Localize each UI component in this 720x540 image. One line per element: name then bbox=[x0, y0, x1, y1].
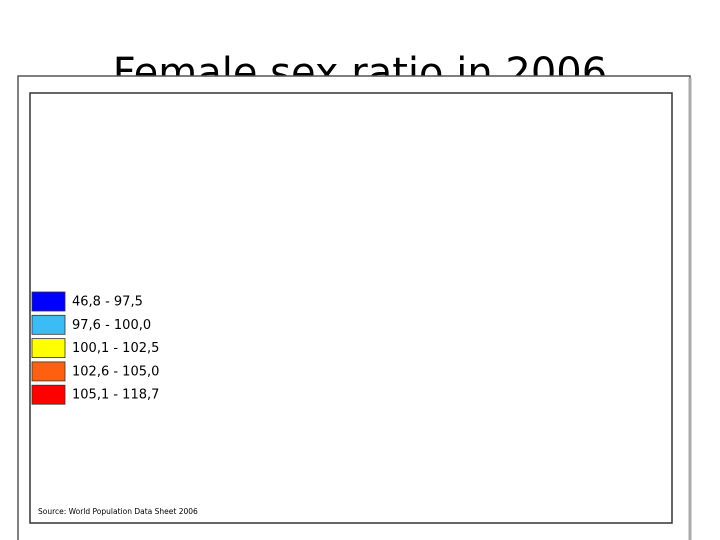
legend-swatch bbox=[31, 291, 66, 312]
legend-swatch bbox=[31, 338, 66, 359]
legend-label: 102,6 - 105,0 bbox=[72, 364, 159, 379]
legend-label: 97,6 - 100,0 bbox=[72, 318, 151, 333]
source-note: Source: World Population Data Sheet 2006 bbox=[38, 507, 198, 516]
legend-label: 100,1 - 102,5 bbox=[72, 341, 159, 356]
legend-swatch bbox=[31, 361, 66, 382]
legend-swatch bbox=[31, 314, 66, 335]
legend-swatch bbox=[31, 384, 66, 405]
map-frame bbox=[29, 92, 673, 524]
legend-label: 46,8 - 97,5 bbox=[72, 295, 143, 310]
legend: 46,8 - 97,5 97,6 - 100,0 100,1 - 102,5 102,… bbox=[31, 291, 159, 405]
legend-label: 105,1 - 118,7 bbox=[72, 388, 159, 403]
